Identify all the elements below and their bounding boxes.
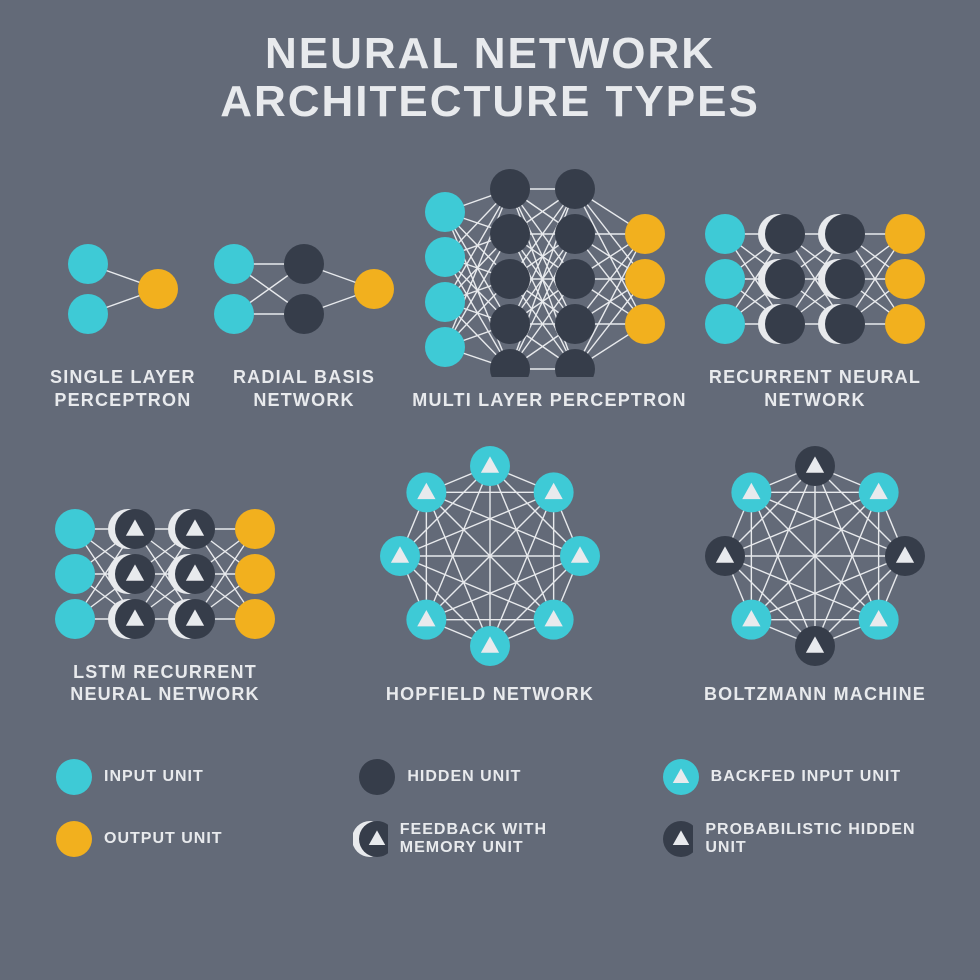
diagram-hopfield (375, 441, 605, 671)
panel-boltzmann: BOLTZMANN MACHINE (700, 441, 930, 706)
diagram-boltzmann (700, 441, 930, 671)
panel-lstm: LSTM RECURRENTNEURAL NETWORK (50, 499, 280, 706)
panel-mlp: MULTI LAYER PERCEPTRON (412, 167, 686, 412)
legend-icon-input (50, 756, 92, 798)
title-line-2: ARCHITECTURE TYPES (220, 77, 760, 126)
legend-hidden: HIDDEN UNIT (353, 756, 626, 798)
diagram-rnn (700, 204, 930, 354)
label-hopfield: HOPFIELD NETWORK (386, 683, 594, 706)
diagram-lstm (50, 499, 280, 649)
diagram-rbn (209, 224, 399, 354)
legend-label-prob: PROBABILISTIC HIDDEN UNIT (705, 821, 930, 857)
legend-icon-memory (353, 818, 387, 860)
legend-label-input: INPUT UNIT (104, 768, 204, 786)
label-mlp: MULTI LAYER PERCEPTRON (412, 389, 686, 412)
legend-label-output: OUTPUT UNIT (104, 830, 223, 848)
legend-memory: FEEDBACK WITH MEMORY UNIT (353, 818, 626, 860)
label-lstm: LSTM RECURRENTNEURAL NETWORK (70, 661, 259, 706)
legend-output: OUTPUT UNIT (50, 818, 323, 860)
panel-rbn: RADIAL BASISNETWORK (209, 224, 399, 411)
panel-rnn: RECURRENT NEURALNETWORK (700, 204, 930, 411)
label-rbn: RADIAL BASISNETWORK (233, 366, 375, 411)
legend: INPUT UNIT HIDDEN UNIT BACKFED INPUT UNIT O… (50, 756, 930, 860)
legend-icon-backfed (657, 756, 699, 798)
label-boltzmann: BOLTZMANN MACHINE (704, 683, 926, 706)
legend-label-memory: FEEDBACK WITH MEMORY UNIT (400, 821, 627, 857)
diagrams-grid: SINGLE LAYERPERCEPTRON RADIAL BASISNETWOR… (50, 167, 930, 706)
legend-label-backfed: BACKFED INPUT UNIT (711, 768, 901, 786)
legend-backfed: BACKFED INPUT UNIT (657, 756, 930, 798)
legend-icon-hidden (353, 756, 395, 798)
legend-prob: PROBABILISTIC HIDDEN UNIT (657, 818, 930, 860)
legend-input: INPUT UNIT (50, 756, 323, 798)
main-title: NEURAL NETWORK ARCHITECTURE TYPES (50, 30, 930, 127)
legend-icon-output (50, 818, 92, 860)
panel-hopfield: HOPFIELD NETWORK (375, 441, 605, 706)
title-line-1: NEURAL NETWORK (265, 29, 715, 78)
diagram-slp (58, 224, 188, 354)
label-rnn: RECURRENT NEURALNETWORK (709, 366, 921, 411)
panel-slp: SINGLE LAYERPERCEPTRON (50, 224, 196, 411)
legend-label-hidden: HIDDEN UNIT (407, 768, 521, 786)
legend-icon-prob (657, 818, 694, 860)
label-slp: SINGLE LAYERPERCEPTRON (50, 366, 196, 411)
diagram-mlp (420, 167, 680, 377)
